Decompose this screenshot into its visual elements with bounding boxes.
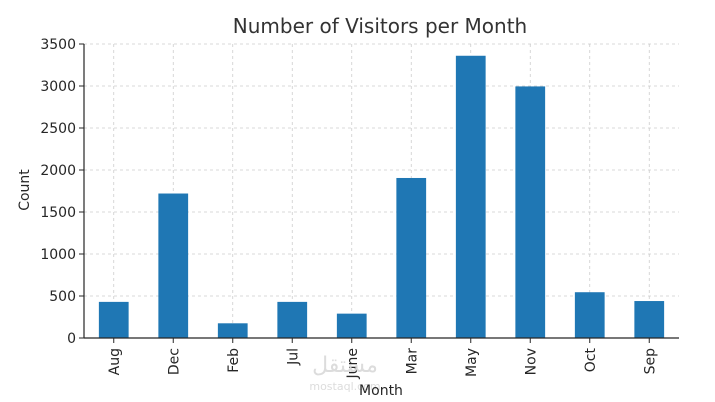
x-axis-label: Month (359, 383, 403, 399)
y-tick-label: 1500 (40, 205, 76, 221)
y-axis-ticks: 0 500 1000 1500 2000 2500 3000 3500 (40, 37, 84, 347)
x-tick-label: Oct (583, 348, 599, 373)
y-tick-label: 0 (67, 331, 76, 347)
watermark-arabic: مستقل (312, 353, 378, 378)
bar-aug (98, 301, 129, 338)
x-tick-label: Feb (226, 348, 242, 373)
x-tick-label: Mar (404, 348, 420, 375)
x-tick-label: May (464, 348, 480, 377)
x-axis-ticks: Aug Dec Feb Jul June Mar May Nov Oct Sep (107, 338, 658, 380)
x-tick-label: Sep (642, 348, 658, 375)
x-tick-label: June (345, 348, 361, 380)
bar-mar (396, 177, 427, 338)
axes (83, 44, 679, 339)
x-tick-label: Dec (166, 348, 182, 375)
bar-oct (574, 292, 605, 338)
bar-may (455, 55, 486, 338)
bar-nov (515, 86, 546, 338)
y-tick-label: 2500 (40, 121, 76, 137)
bars (98, 55, 665, 338)
y-tick-label: 500 (49, 289, 76, 305)
x-tick-label: Aug (107, 348, 123, 375)
bar-june (336, 313, 367, 338)
y-tick-label: 3500 (40, 37, 76, 53)
y-tick-label: 2000 (40, 163, 76, 179)
y-tick-label: 1000 (40, 247, 76, 263)
watermark: مستقل mostaql.com (309, 353, 380, 393)
chart-title: Number of Visitors per Month (233, 14, 527, 38)
x-tick-label: Jul (285, 348, 301, 366)
bar-feb (217, 323, 248, 338)
y-axis-label: Count (17, 169, 33, 211)
y-tick-label: 3000 (40, 79, 76, 95)
bar-sep (634, 301, 665, 338)
x-tick-label: Nov (523, 348, 539, 375)
bar-jul (277, 301, 308, 338)
bar-dec (158, 193, 189, 338)
watermark-latin: mostaql.com (309, 380, 380, 393)
